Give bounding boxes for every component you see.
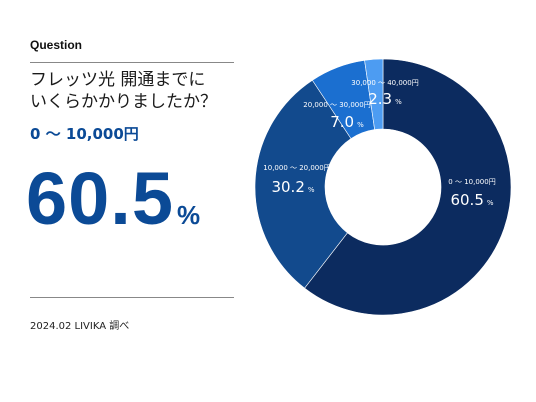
question-line-1: フレッツ光 開通までに bbox=[30, 70, 206, 90]
slice-range-label-1: 0 ～ 10,000円 bbox=[448, 178, 495, 186]
question-label: Question bbox=[30, 38, 83, 52]
highlight-value: 60.5% bbox=[26, 156, 200, 241]
highlight-range: 0 ～ 10,000円 bbox=[30, 125, 139, 143]
question-line-2: いくらかかりましたか？ bbox=[30, 92, 217, 112]
slice-value-label-2: 30.2% bbox=[271, 178, 314, 196]
donut-slice-1 bbox=[304, 58, 512, 316]
slice-value-label-4: 2.3% bbox=[368, 90, 402, 108]
donut-slice-4 bbox=[364, 58, 384, 130]
donut-slice-2 bbox=[254, 79, 352, 289]
slice-range-label-2: 10,000 ～ 20,000円 bbox=[263, 164, 330, 172]
question-text: フレッツ光 開通までに いくらかかりましたか？ bbox=[30, 69, 245, 113]
slice-value-label-1: 60.5% bbox=[450, 191, 493, 209]
highlight-unit: % bbox=[177, 200, 201, 230]
source-note: 2024.02 LIVIKA 調べ bbox=[30, 321, 130, 332]
slice-value-label-3: 7.0% bbox=[330, 113, 364, 131]
slice-range-label-3: 20,000 ～ 30,000円 bbox=[303, 101, 370, 109]
slice-range-label-4: 30,000 ～ 40,000円 bbox=[351, 79, 418, 87]
highlight-number: 60.5 bbox=[26, 157, 175, 240]
bottom-divider bbox=[30, 297, 234, 298]
top-divider bbox=[30, 62, 234, 63]
